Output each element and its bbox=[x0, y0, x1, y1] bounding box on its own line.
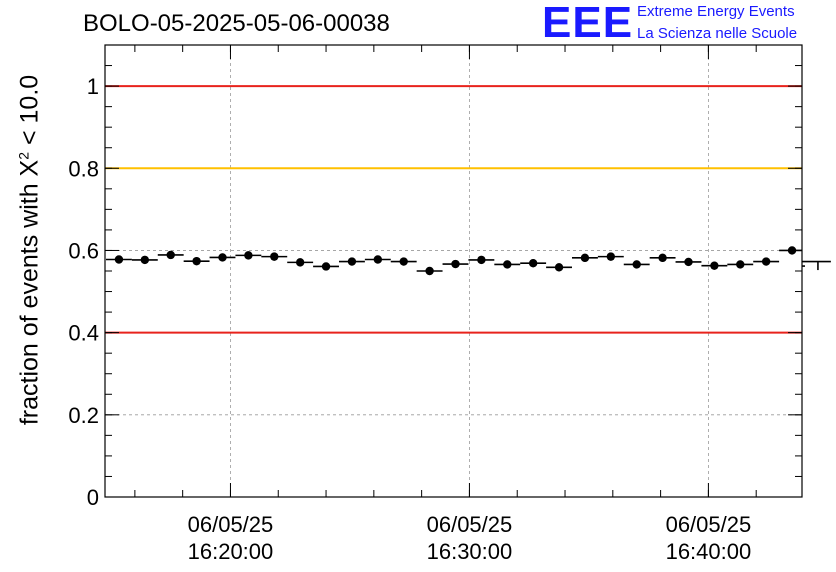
data-point bbox=[503, 260, 512, 269]
data-point bbox=[632, 260, 641, 269]
chart-title: BOLO-05-2025-05-06-00038 bbox=[83, 10, 390, 37]
data-point bbox=[399, 257, 408, 266]
data-point bbox=[606, 252, 616, 261]
logo-text-line1: Extreme Energy Events bbox=[637, 3, 795, 20]
data-point bbox=[140, 255, 150, 265]
data-point bbox=[192, 256, 201, 266]
data-point bbox=[244, 251, 253, 260]
data-point bbox=[658, 253, 667, 263]
grid-lines bbox=[105, 45, 802, 497]
data-point bbox=[166, 250, 175, 260]
y-tick-label: 0.8 bbox=[68, 156, 99, 181]
data-point bbox=[218, 253, 227, 262]
x-tick-label-time: 16:30:00 bbox=[427, 539, 513, 564]
x-tick-label-time: 16:20:00 bbox=[188, 539, 274, 564]
data-point bbox=[554, 263, 564, 272]
data-point bbox=[736, 260, 745, 269]
data-point bbox=[761, 257, 771, 266]
data-point bbox=[528, 258, 538, 268]
data-point bbox=[425, 266, 434, 276]
data-point bbox=[321, 262, 331, 271]
data-point bbox=[270, 252, 279, 261]
data-point bbox=[295, 258, 305, 267]
logo-text-line2: La Scienza nelle Scuole bbox=[637, 25, 798, 42]
eee-logo: EEE Extreme Energy Events La Scienza nel… bbox=[542, 0, 832, 47]
data-point bbox=[477, 255, 486, 265]
axis-ticks: 00.20.40.60.8106/05/2516:20:0006/05/2516… bbox=[68, 45, 802, 564]
x-tick-label-date: 06/05/25 bbox=[427, 512, 513, 537]
y-tick-label: 0 bbox=[87, 485, 99, 510]
x-tick-label-date: 06/05/25 bbox=[666, 512, 752, 537]
data-point bbox=[710, 261, 719, 270]
reference-lines bbox=[105, 85, 802, 334]
data-point bbox=[347, 257, 357, 266]
y-tick-label: 1 bbox=[87, 74, 99, 99]
data-point bbox=[684, 257, 693, 267]
data-point bbox=[373, 255, 383, 264]
y-tick-label: 0.2 bbox=[68, 403, 99, 428]
data-points bbox=[105, 246, 831, 276]
data-point bbox=[451, 259, 460, 269]
y-tick-label: 0.6 bbox=[68, 238, 99, 263]
x-tick-label-time: 16:40:00 bbox=[666, 539, 752, 564]
y-tick-label: 0.4 bbox=[68, 321, 99, 346]
data-point bbox=[580, 253, 590, 263]
x-tick-label-date: 06/05/25 bbox=[188, 512, 274, 537]
plot-frame bbox=[104, 44, 803, 498]
logo-mark: EEE bbox=[542, 0, 634, 47]
data-point bbox=[114, 255, 124, 264]
